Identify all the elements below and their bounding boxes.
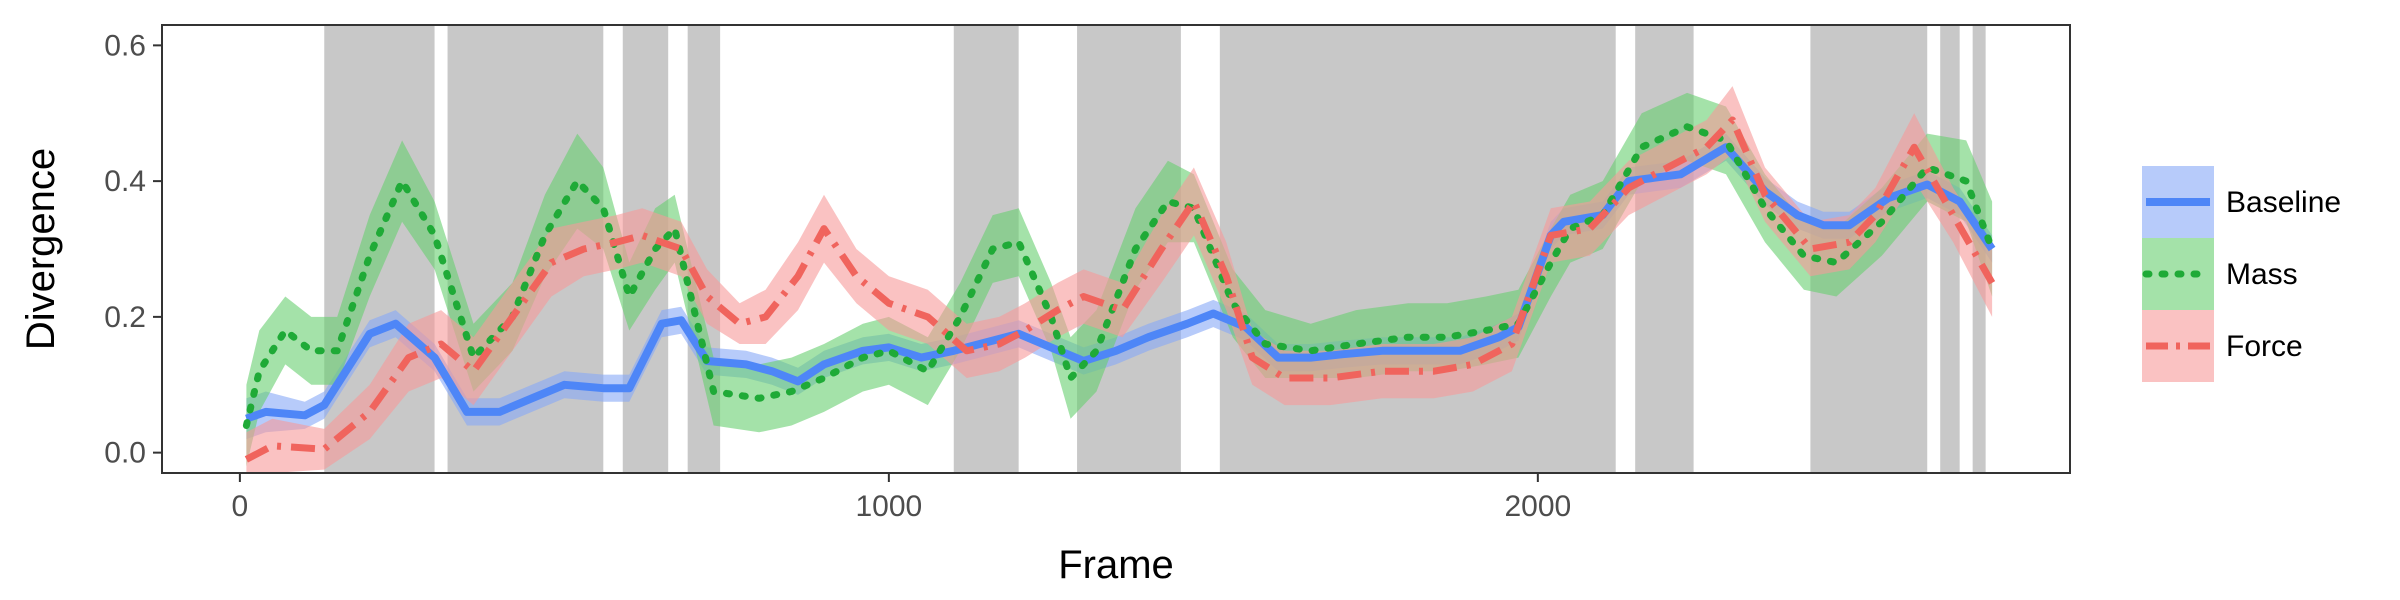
shaded-interval	[1635, 25, 1694, 473]
line-force	[244, 116, 1996, 463]
y-tick-label: 0.2	[104, 301, 146, 334]
line-baseline	[245, 143, 1996, 423]
legend-label: Force	[2226, 330, 2303, 363]
y-tick-label: 0.6	[104, 29, 146, 62]
band-mass	[246, 92, 1993, 467]
plot-panel-border	[161, 24, 2071, 474]
legend: Baseline Mass Force	[2142, 166, 2341, 382]
x-axis: 0 1000 2000	[232, 473, 1571, 523]
legend-label: Baseline	[2226, 186, 2341, 219]
x-tick-label: 1000	[855, 490, 922, 523]
y-axis-title: Divergence	[19, 148, 63, 350]
legend-item-mass: Mass	[2142, 238, 2298, 310]
legend-item-baseline: Baseline	[2142, 166, 2341, 238]
y-tick-label: 0.4	[104, 165, 146, 198]
y-axis: 0.0 0.2 0.4 0.6	[104, 29, 162, 470]
legend-label: Mass	[2226, 258, 2298, 291]
legend-item-force: Force	[2142, 310, 2303, 382]
y-tick-label: 0.0	[104, 437, 146, 470]
series-lines	[242, 116, 1996, 463]
x-tick-label: 0	[232, 490, 249, 523]
x-axis-title: Frame	[1058, 543, 1174, 587]
confidence-bands	[246, 86, 1993, 473]
x-tick-label: 2000	[1504, 490, 1571, 523]
